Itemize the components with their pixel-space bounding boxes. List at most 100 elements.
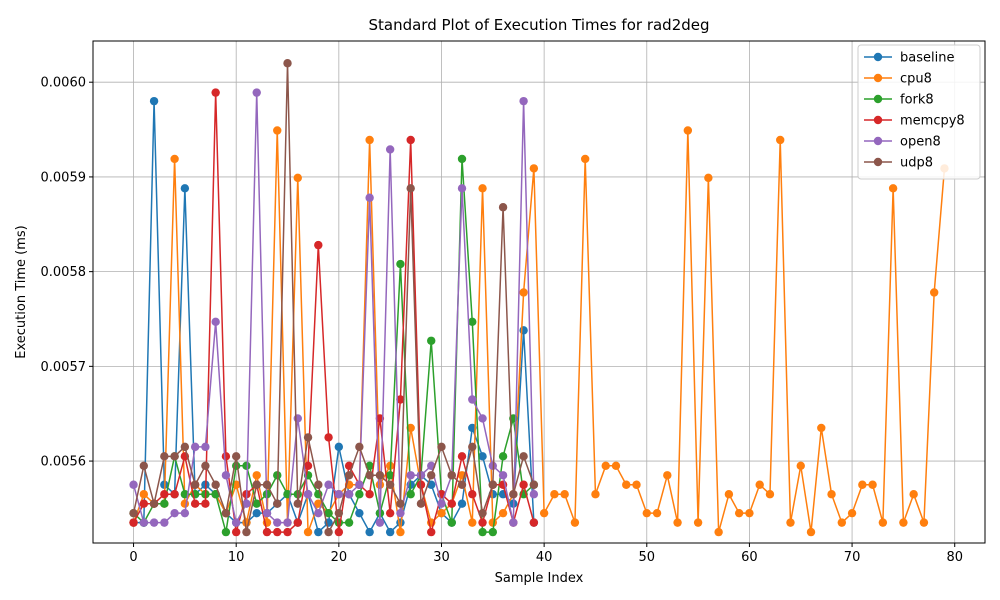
data-point — [570, 518, 580, 527]
legend-label: fork8 — [900, 93, 934, 108]
x-tick-label: 80 — [946, 550, 963, 565]
data-point — [663, 471, 672, 480]
data-point — [139, 518, 149, 527]
series-udp8 — [129, 59, 539, 537]
data-point — [724, 490, 734, 499]
data-point — [170, 452, 179, 461]
data-point — [252, 88, 261, 97]
data-point — [478, 527, 487, 537]
data-point — [221, 471, 231, 480]
data-point — [139, 490, 149, 499]
data-point — [847, 508, 857, 518]
data-point — [396, 259, 405, 269]
data-point — [611, 461, 621, 471]
data-point — [478, 508, 487, 518]
data-point — [868, 480, 877, 489]
data-point — [365, 490, 374, 499]
legend-item-cpu8: cpu8 — [864, 72, 932, 87]
data-point — [273, 126, 282, 135]
data-point — [252, 499, 261, 508]
series-line-cpu8 — [132, 129, 946, 533]
data-point — [242, 527, 251, 537]
data-point — [580, 154, 590, 164]
data-point — [468, 518, 477, 527]
legend-marker — [873, 157, 883, 167]
y-tick-label: 0.0058 — [41, 265, 87, 280]
data-point — [468, 317, 477, 327]
data-point — [221, 508, 231, 518]
data-point — [334, 508, 344, 518]
data-point — [160, 518, 169, 527]
legend-marker — [873, 52, 883, 62]
data-point — [529, 164, 539, 173]
data-point — [827, 490, 836, 499]
data-point — [273, 527, 282, 537]
data-point — [149, 96, 159, 106]
data-point — [478, 184, 487, 193]
data-point — [211, 88, 220, 97]
data-point — [457, 154, 467, 164]
x-tick-label: 50 — [639, 550, 656, 565]
data-point — [355, 490, 364, 499]
data-point — [858, 480, 867, 489]
data-point — [396, 508, 405, 518]
data-point — [149, 499, 159, 508]
data-point — [375, 518, 385, 527]
data-point — [765, 490, 775, 499]
data-point — [396, 499, 405, 508]
data-point — [375, 480, 385, 489]
data-point — [129, 508, 138, 518]
data-point — [498, 508, 508, 518]
data-point — [755, 480, 764, 489]
data-point — [355, 508, 364, 518]
legend-item-open8: open8 — [864, 135, 941, 150]
series-line-memcpy8 — [132, 91, 535, 533]
data-point — [888, 184, 898, 193]
data-point — [519, 96, 528, 106]
data-point — [334, 527, 344, 537]
data-point — [160, 452, 169, 461]
series-line-udp8 — [132, 62, 535, 533]
data-point — [652, 508, 662, 518]
data-point — [488, 527, 498, 537]
data-point — [180, 184, 190, 193]
legend-item-udp8: udp8 — [864, 156, 933, 171]
data-point — [365, 527, 374, 537]
data-point — [201, 442, 210, 452]
y-axis-ticks: 0.0056 0.0057 0.0058 0.0059 0.0060 — [41, 76, 93, 470]
chart-title: Standard Plot of Execution Times for rad… — [368, 16, 709, 34]
data-point — [457, 184, 467, 193]
data-point — [283, 527, 292, 537]
data-point — [283, 59, 292, 68]
y-tick-label: 0.0057 — [41, 360, 87, 375]
y-tick-label: 0.0060 — [41, 76, 87, 91]
data-point — [385, 145, 395, 154]
legend-item-baseline: baseline — [864, 51, 954, 66]
data-point — [242, 499, 251, 508]
data-point — [478, 452, 487, 461]
data-point — [406, 471, 415, 480]
data-point — [416, 499, 426, 508]
data-point — [324, 527, 333, 537]
data-point — [211, 317, 220, 327]
data-point — [745, 508, 754, 518]
data-point — [704, 173, 713, 183]
data-point — [262, 527, 272, 537]
data-point — [601, 461, 610, 471]
data-point — [334, 490, 344, 499]
data-point — [673, 518, 682, 527]
data-point — [273, 518, 282, 527]
series-layer — [129, 59, 949, 537]
data-point — [190, 442, 200, 452]
data-point — [488, 480, 498, 489]
y-tick-label: 0.0056 — [41, 455, 87, 470]
data-point — [642, 508, 651, 518]
data-point — [314, 480, 323, 489]
data-point — [324, 433, 333, 442]
data-point — [437, 499, 446, 508]
series-line-fork8 — [133, 158, 535, 533]
data-point — [591, 490, 600, 499]
data-point — [149, 518, 159, 527]
data-point — [252, 508, 261, 518]
data-point — [293, 499, 302, 508]
